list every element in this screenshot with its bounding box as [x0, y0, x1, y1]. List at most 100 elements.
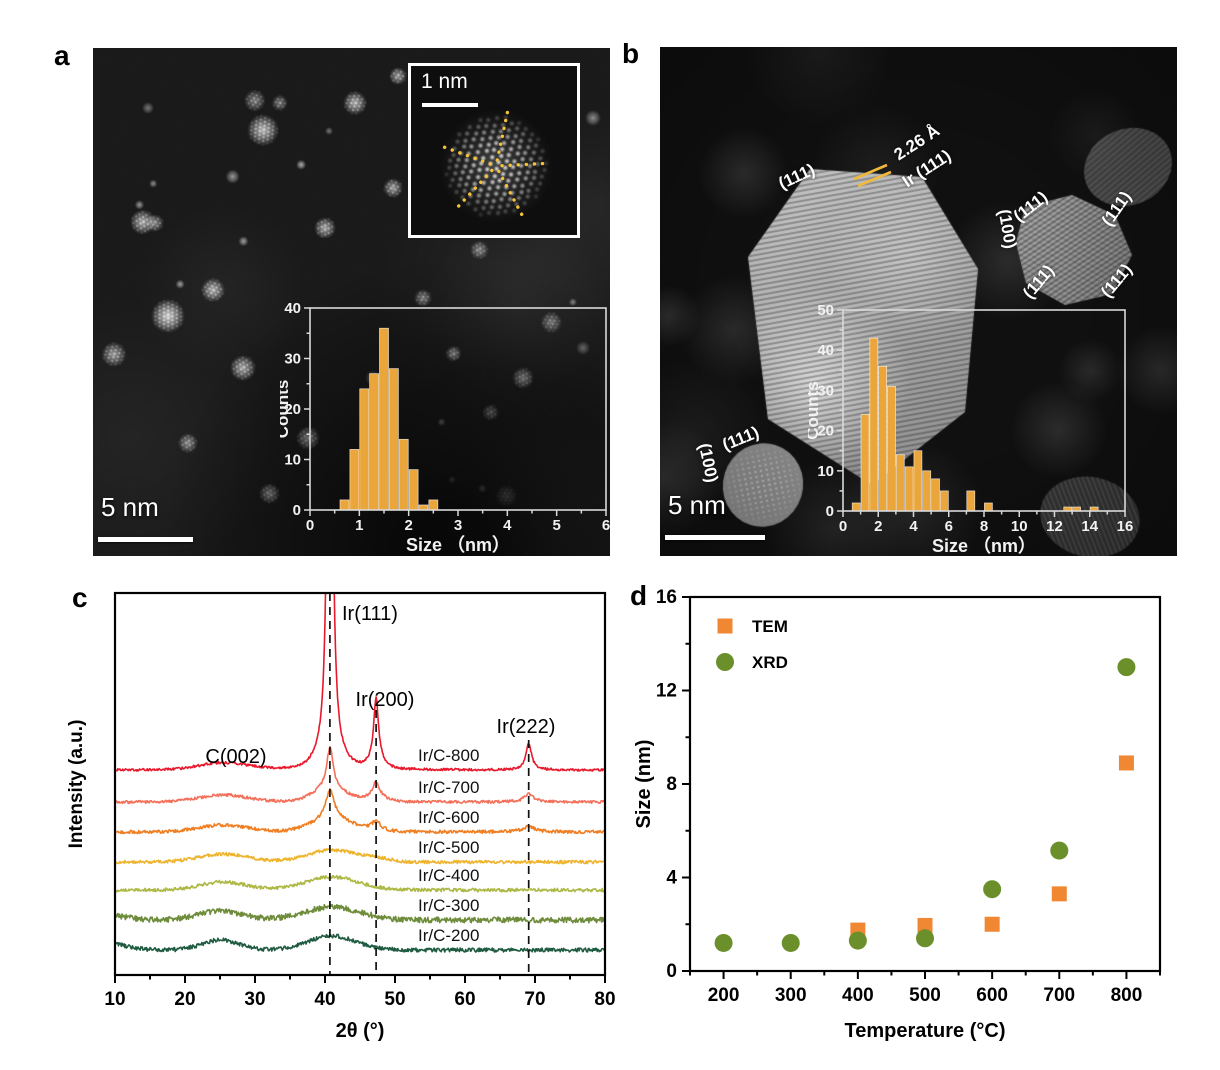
xrd-series-label: Ir/C-400: [418, 866, 479, 885]
x-tick-label: 400: [842, 985, 874, 1006]
x-tick-label: 0: [306, 517, 314, 534]
x-tick-label: 10: [1011, 518, 1028, 535]
xrd-curve-Ir/C-200: [116, 933, 604, 953]
data-point-TEM: [1051, 886, 1067, 902]
xrd-series-label: Ir/C-500: [418, 838, 479, 857]
y-tick-label: 50: [817, 302, 834, 319]
y-tick-label: 40: [817, 342, 834, 359]
legend: TEM XRD: [716, 617, 788, 672]
x-tick-label: 700: [1043, 985, 1075, 1006]
histogram-ticks: [837, 309, 1126, 517]
legend-label: XRD: [752, 653, 788, 672]
x-tick-label: 14: [1081, 518, 1098, 535]
y-tick-label: 40: [284, 300, 301, 317]
legend-marker-XRD: [716, 653, 734, 671]
xrd-curve-Ir/C-600: [116, 787, 604, 835]
histogram-tick-labels: 0 2 4 6 8 10 12 14 16 0 10 20 30 40 50: [817, 302, 1133, 535]
twin-boundary-dotted-line: [441, 145, 493, 166]
x-tick-label: 800: [1111, 985, 1143, 1006]
data-point-XRD: [916, 929, 934, 948]
x-axis-title: Size （nm）: [406, 535, 510, 555]
histogram-bar: [428, 499, 439, 511]
data-point-XRD: [848, 931, 867, 950]
inset-scalebar: [422, 103, 478, 107]
y-tick-label: 0: [293, 502, 301, 519]
x-tick-label: 200: [708, 985, 740, 1006]
y-tick-label: 20: [817, 423, 834, 440]
x-tick-label: 16: [1117, 518, 1134, 535]
x-tick-label: 4: [909, 518, 918, 535]
series-TEM: [850, 755, 1134, 938]
series-XRD: [714, 658, 1136, 952]
y-axis-title: Intensity (a.u.): [66, 720, 87, 849]
histogram-bars: [851, 337, 1099, 512]
peak-label: Ir(200): [356, 689, 415, 711]
xrd-curve-Ir/C-300: [116, 903, 604, 924]
data-point-XRD: [781, 933, 800, 952]
x-axis-tick-labels: 10 20 30 40 50 60 70 80: [104, 989, 615, 1010]
xrd-curve-Ir/C-800: [116, 594, 604, 772]
xrd-curve-Ir/C-700: [116, 745, 604, 805]
panel-a-scalebar: [98, 537, 193, 542]
panel-a-scalebar-label: 5 nm: [101, 492, 159, 522]
axis-tick-labels: 200 300 400 500 600 700 800 0 4 8 12 16: [656, 587, 1142, 1006]
x-tick-label: 10: [104, 989, 125, 1010]
y-tick-label: 0: [826, 503, 834, 520]
histogram-bar: [931, 478, 940, 512]
x-tick-label: 60: [454, 989, 475, 1010]
panel-c-xrd-plot: Ir/C-800 Ir/C-700 Ir/C-600 Ir/C-500 Ir/C-400…: [66, 591, 616, 1042]
y-tick-label: 30: [284, 351, 301, 368]
histogram-bar: [869, 337, 879, 512]
y-tick-label: 30: [817, 382, 834, 399]
xrd-series-label: Ir/C-700: [418, 778, 479, 797]
x-axis-title: Size （nm）: [932, 536, 1036, 556]
panel-b-scalebar: [665, 535, 765, 540]
x-tick-label: 1: [355, 517, 363, 534]
histogram-bar: [887, 386, 896, 512]
histogram-bar: [913, 450, 923, 512]
twin-boundary-dotted-line: [495, 103, 511, 162]
xrd-curve-Ir/C-500: [116, 847, 604, 865]
xrd-curve-Ir/C-400: [116, 874, 604, 893]
xrd-series-label: Ir/C-200: [418, 926, 479, 945]
histogram-bar: [860, 414, 870, 512]
x-tick-label: 4: [503, 517, 512, 534]
x-tick-label: 300: [775, 985, 807, 1006]
data-point-XRD: [983, 880, 1002, 899]
histogram-bar: [878, 365, 888, 512]
histogram-bars: [339, 327, 439, 511]
panel-a-tem-image: 5 nm 1 nm 0 1 2 3 4 5 6 0 10 20 30 40 Size （nm） Count…: [93, 48, 610, 556]
x-axis-title: 2θ (°): [336, 1020, 385, 1042]
peak-label: Ir(111): [342, 603, 398, 625]
x-tick-label: 40: [314, 989, 335, 1010]
panel-d-label: d: [630, 580, 648, 611]
histogram-bar: [939, 490, 949, 512]
y-axis-title: Counts: [808, 381, 822, 440]
x-tick-label: 50: [384, 989, 405, 1010]
inset-scalebar-label: 1 nm: [421, 70, 468, 93]
axis-ticks: [682, 596, 1161, 979]
histogram-bar: [895, 454, 905, 512]
x-tick-label: 3: [454, 517, 462, 534]
histogram-bar: [966, 490, 976, 512]
x-tick-label: 80: [594, 989, 615, 1010]
xrd-series-label: Ir/C-300: [418, 896, 479, 915]
y-axis-title: Size (nm): [633, 740, 655, 829]
y-tick-label: 16: [656, 587, 677, 608]
histogram-bar: [904, 466, 914, 512]
x-tick-label: 6: [945, 518, 953, 535]
x-tick-label: 6: [602, 517, 610, 534]
histogram-bar: [369, 373, 380, 511]
histogram-bar: [388, 368, 399, 511]
y-axis-title: Counts: [280, 380, 292, 439]
y-tick-label: 0: [666, 961, 677, 982]
x-tick-label: 8: [980, 518, 988, 535]
data-point-TEM: [984, 916, 1000, 932]
histogram-bar: [851, 502, 861, 512]
x-tick-label: 12: [1046, 518, 1063, 535]
histogram-bar: [359, 388, 370, 511]
panel-b-tem-image: 5 nm 0 2 4 6 8 10 12 14 16 0 10 20 30 40 50 Size （nm） Co…: [660, 47, 1177, 556]
peak-label: C(002): [205, 746, 266, 768]
peak-label: Ir(222): [497, 716, 556, 738]
